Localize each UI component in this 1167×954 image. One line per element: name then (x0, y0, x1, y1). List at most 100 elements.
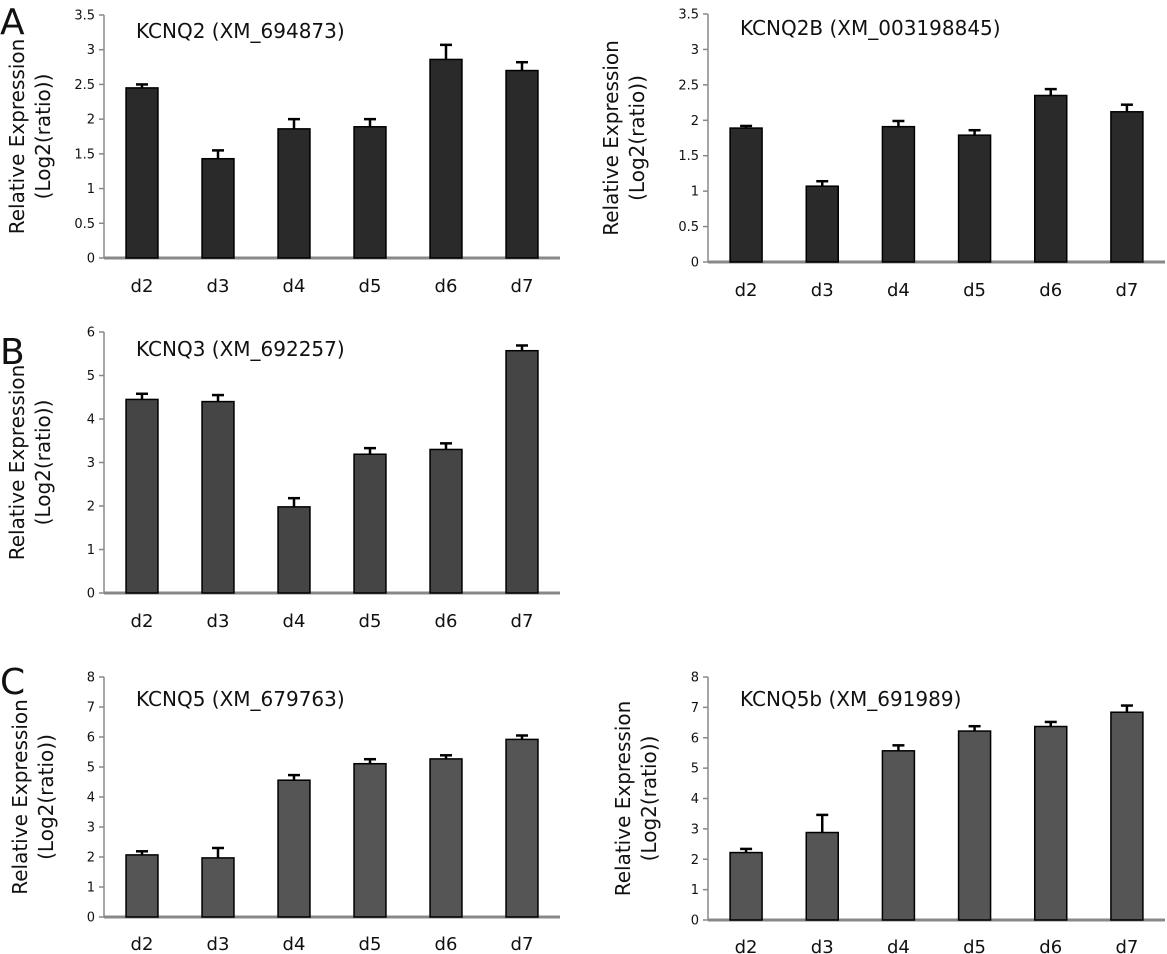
x-tick-label: d5 (359, 934, 382, 954)
y-tick-label: 2 (87, 113, 95, 128)
x-tick-label: d5 (963, 937, 986, 954)
bar-d6 (1034, 94, 1068, 263)
y-tick-label: 1 (87, 543, 95, 558)
y-axis-label-line: (Log2(ratio)) (34, 734, 58, 860)
bar-d2 (729, 851, 763, 921)
y-tick-label: 8 (691, 671, 699, 686)
x-tick-label: d2 (131, 934, 154, 954)
x-tick-label: d4 (283, 611, 306, 632)
bar-d3 (201, 157, 235, 259)
panel-letter-a: A (0, 2, 25, 43)
y-tick-label: 2 (691, 114, 699, 129)
bar-d3 (201, 400, 235, 594)
bar-d6 (429, 58, 463, 259)
y-tick-label: 5 (87, 369, 95, 384)
y-tick-label: 6 (691, 731, 699, 746)
bar-d5 (353, 453, 387, 594)
panel-letter-b: B (0, 332, 25, 373)
y-tick-label: 5 (87, 761, 95, 776)
y-tick-label: 5 (691, 762, 699, 777)
x-tick-label: d4 (283, 934, 306, 954)
x-tick-label: d2 (735, 280, 758, 301)
chart-2: KCNQ2B (XM_003198845) Relative Expression… (599, 8, 1165, 301)
bar-d5 (957, 730, 992, 921)
x-tick-label: d7 (511, 934, 534, 954)
bar-d7 (1110, 711, 1144, 921)
y-tick-label: 0.5 (678, 220, 699, 235)
y-tick-label: 0.5 (74, 217, 95, 232)
y-axis-label: Relative Expression (Log2(ratio)) (8, 699, 58, 895)
y-tick-label: 2 (691, 853, 699, 868)
x-tick-label: d7 (1115, 280, 1138, 301)
bar-d6 (429, 758, 463, 918)
y-tick-label: 1 (87, 182, 95, 197)
bar-d4 (881, 750, 916, 921)
y-axis-label-line: Relative Expression (8, 699, 32, 895)
bar-d5 (957, 134, 992, 263)
y-axis-label: Relative Expression (Log2(ratio)) (5, 39, 55, 235)
y-tick-label: 3.5 (678, 8, 699, 23)
panel-letter-c: C (0, 662, 25, 703)
x-tick-label: d3 (811, 937, 834, 954)
x-tick-label: d4 (887, 937, 910, 954)
y-tick-label: 7 (691, 701, 699, 716)
bar-d7 (505, 738, 539, 918)
bar-d6 (1034, 725, 1068, 921)
y-tick-label: 0 (691, 256, 699, 271)
y-tick-label: 3.5 (74, 9, 95, 24)
y-axis-label: Relative Expression (Log2(ratio)) (599, 40, 649, 236)
y-tick-label: 0 (87, 587, 95, 602)
y-tick-label: 4 (691, 792, 699, 807)
bar-d3 (805, 185, 839, 263)
x-tick-label: d5 (963, 280, 986, 301)
y-tick-label: 7 (87, 701, 95, 716)
x-tick-label: d4 (887, 280, 910, 301)
bar-d6 (429, 448, 463, 594)
y-tick-label: 1.5 (74, 147, 95, 162)
bar-d4 (277, 506, 311, 594)
x-tick-label: d6 (435, 611, 458, 632)
chart-title: KCNQ5 (XM_679763) (136, 687, 345, 711)
bar-d3 (805, 831, 839, 921)
bar-d2 (729, 127, 763, 263)
x-tick-label: d7 (1115, 937, 1138, 954)
y-tick-label: 1 (691, 883, 699, 898)
x-tick-label: d2 (735, 937, 758, 954)
bar-d4 (277, 779, 311, 918)
x-tick-label: d3 (811, 280, 834, 301)
y-tick-label: 4 (87, 791, 95, 806)
y-tick-label: 3 (87, 43, 95, 58)
bar-d4 (881, 125, 916, 263)
x-tick-label: d2 (131, 611, 154, 632)
x-tick-label: d5 (359, 611, 382, 632)
y-tick-label: 2 (87, 851, 95, 866)
bar-d5 (353, 126, 387, 259)
x-tick-label: d5 (359, 276, 382, 297)
y-axis-label-line: (Log2(ratio)) (637, 736, 661, 862)
bar-d7 (505, 69, 539, 259)
chart-3: KCNQ3 (XM_692257) Relative Expression (Log… (5, 326, 560, 632)
y-axis-label-line: (Log2(ratio)) (31, 74, 55, 200)
chart-title: KCNQ2B (XM_003198845) (740, 16, 1001, 40)
y-tick-label: 2.5 (74, 78, 95, 93)
x-tick-label: d6 (435, 276, 458, 297)
y-tick-label: 6 (87, 326, 95, 341)
y-tick-label: 3 (87, 456, 95, 471)
chart-5: KCNQ5b (XM_691989) Relative Expression (Lo… (611, 671, 1165, 954)
x-tick-label: d6 (1039, 280, 1062, 301)
y-tick-label: 0 (87, 911, 95, 926)
chart-4: KCNQ5 (XM_679763) Relative Expression (Log… (8, 671, 560, 954)
bar-d2 (125, 398, 159, 594)
x-tick-label: d3 (207, 611, 230, 632)
bar-d2 (125, 854, 159, 918)
y-tick-label: 1 (87, 881, 95, 896)
y-tick-label: 2.5 (678, 78, 699, 93)
bar-d3 (201, 857, 235, 918)
y-tick-label: 2 (87, 500, 95, 515)
x-tick-label: d2 (131, 276, 154, 297)
bar-d4 (277, 128, 311, 259)
y-tick-label: 0 (691, 914, 699, 929)
y-tick-label: 8 (87, 671, 95, 686)
chart-1: KCNQ2 (XM_694873) Relative Expression (Log… (5, 9, 560, 297)
y-axis-label-line: Relative Expression (5, 39, 29, 235)
